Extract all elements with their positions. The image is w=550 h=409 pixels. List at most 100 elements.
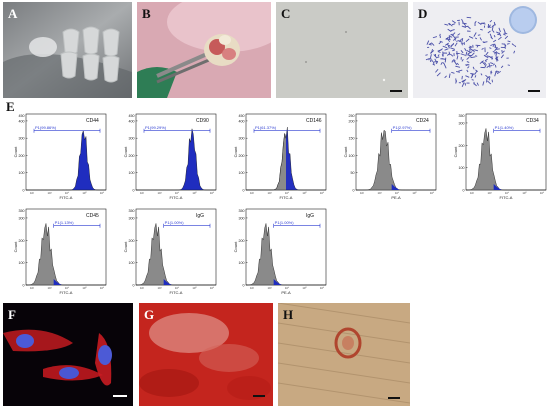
panel-f-immunofluorescence: F (3, 303, 133, 406)
y-tick-label: 100 (19, 171, 25, 175)
histogram-distribution (135, 223, 216, 286)
x-tick-label: 10⁵ (302, 286, 306, 290)
y-tick-label: 300 (19, 137, 25, 141)
x-tick-label: 10⁵ (192, 191, 196, 195)
panel-c-micrograph: C (276, 2, 408, 98)
x-tick-label: 10⁶ (100, 286, 104, 290)
x-tick-label: 10⁶ (210, 191, 214, 195)
y-tick-label: 200 (239, 239, 245, 243)
x-tick-label: 10³ (47, 286, 51, 290)
scale-bar (388, 397, 400, 399)
y-tick-label: 300 (239, 216, 245, 220)
x-tick-label: 10⁴ (395, 191, 400, 195)
gate-percentage: P1(2.97%) (393, 125, 413, 130)
x-tick-label: 10⁴ (175, 286, 180, 290)
y-tick-label: 100 (129, 261, 135, 265)
panel-b-label: B (142, 6, 151, 21)
x-tick-label: 10⁵ (192, 286, 196, 290)
histogram-cd146: 0 100 200 300 400 450 Count FITC-A 10² 10³ 10⁴ 10⁵ 1… (233, 108, 332, 204)
x-tick-label: 10⁴ (65, 191, 70, 195)
y-tick-label: 150 (349, 137, 355, 141)
y-tick-label: 100 (239, 261, 245, 265)
scale-bar (113, 395, 127, 397)
x-tick-label: 10⁴ (65, 286, 70, 290)
panel-d-label: D (418, 6, 428, 21)
x-tick-label: 10⁴ (285, 191, 290, 195)
x-tick-label: 10⁶ (540, 191, 544, 195)
x-tick-label: 10⁵ (82, 286, 86, 290)
y-axis-label: Count (233, 241, 238, 253)
x-axis-label: FITC-A (60, 195, 73, 200)
y-max-label: 350 (129, 209, 135, 213)
y-axis-label: Count (13, 146, 18, 158)
scale-bar (253, 395, 265, 397)
x-tick-label: 10² (30, 191, 34, 195)
y-tick-label: 100 (349, 154, 355, 158)
y-axis-label: Count (453, 146, 458, 158)
y-tick-label: 0 (463, 189, 465, 193)
y-tick-label: 200 (239, 154, 245, 158)
histogram-igg: 0 100 200 300 350 Count PE-A 10² 10³ 10⁴ 10⁵ 10⁶ P1(… (233, 203, 332, 299)
y-tick-label: 0 (243, 284, 245, 288)
panel-d-colony: D (413, 2, 546, 98)
x-tick-label: 10³ (377, 191, 381, 195)
x-tick-label: 10⁵ (82, 191, 86, 195)
y-axis-label: Count (233, 146, 238, 158)
histogram-positive-tail (273, 279, 282, 285)
gate-percentage: P1(99.29%) (145, 125, 167, 130)
x-axis-label: FITC-A (500, 195, 513, 200)
y-tick-label: 0 (23, 189, 25, 193)
x-axis-label: PE-A (281, 290, 291, 295)
y-tick-label: 300 (19, 216, 25, 220)
histogram-distribution (356, 129, 436, 191)
y-tick-label: 200 (129, 239, 135, 243)
x-tick-label: 10³ (157, 286, 161, 290)
x-tick-label: 10⁴ (285, 286, 290, 290)
tooth-photo-image (137, 2, 271, 98)
x-tick-label: 10² (360, 191, 364, 195)
y-max-label: 350 (19, 209, 25, 213)
histogram-cd45: 0 100 200 300 350 Count FITC-A 10² 10³ 10⁴ 10⁵ 10⁶ P… (13, 203, 112, 299)
y-tick-label: 0 (133, 189, 135, 193)
histogram-cd34: 0 100 200 300 350 Count FITC-A 10² 10³ 10⁴ 10⁵ 10⁶ P… (453, 108, 550, 204)
y-tick-label: 50 (351, 171, 355, 175)
y-tick-label: 200 (459, 144, 465, 148)
histogram-distribution (26, 130, 106, 191)
y-axis-label: Count (343, 146, 348, 158)
x-tick-label: 10⁵ (302, 191, 306, 195)
x-tick-label: 10⁵ (412, 191, 416, 195)
immunofluorescence-image (3, 303, 133, 406)
x-tick-label: 10³ (487, 191, 491, 195)
histogram-distribution (245, 223, 326, 286)
x-axis-label: FITC-A (170, 195, 183, 200)
y-axis-label: Count (123, 146, 128, 158)
x-tick-label: 10⁶ (430, 191, 434, 195)
panel-g-alizarin-stain: G (139, 303, 273, 406)
x-tick-label: 10⁴ (505, 191, 510, 195)
x-tick-label: 10⁶ (320, 286, 324, 290)
y-tick-label: 100 (459, 166, 465, 170)
y-tick-label: 100 (239, 171, 245, 175)
y-max-label: 450 (239, 114, 245, 118)
y-axis-label: Count (13, 241, 18, 253)
y-max-label: 250 (349, 114, 355, 118)
histogram-igg: 0 100 200 300 350 Count FITC-A 10² 10³ 10⁴ 10⁵ 10⁶ P… (123, 203, 222, 299)
y-max-label: 450 (129, 114, 135, 118)
x-axis-label: FITC-A (60, 290, 73, 295)
marker-label: CD45 (86, 213, 99, 219)
panel-a-label: A (8, 6, 18, 21)
histogram-distribution (465, 128, 546, 191)
panel-h-oil-red-stain: H (278, 303, 410, 406)
panel-b-tooth-photo: B (137, 2, 271, 98)
marker-label: IgG (306, 213, 314, 219)
histogram-positive-tail (163, 279, 172, 285)
x-tick-label: 10³ (267, 286, 271, 290)
y-tick-label: 400 (129, 119, 135, 123)
marker-label: IgG (196, 213, 204, 219)
y-tick-label: 200 (349, 119, 355, 123)
x-tick-label: 10² (250, 191, 254, 195)
y-tick-label: 0 (353, 189, 355, 193)
histogram-distribution (25, 223, 106, 286)
histogram-cd44: 0 100 200 300 400 450 Count FITC-A 10² 10³ 10⁴ 10⁵ 1… (13, 108, 112, 204)
y-tick-label: 300 (129, 216, 135, 220)
